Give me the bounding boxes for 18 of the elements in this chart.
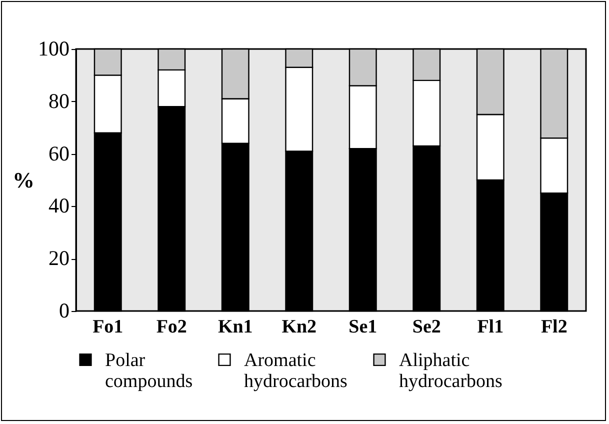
y-tick-label: 40 <box>48 194 70 218</box>
y-tick-label: 60 <box>48 141 70 166</box>
legend-label: Aromatic hydrocarbons <box>244 350 348 392</box>
y-tick-label: 80 <box>48 88 70 113</box>
legend-label: Polar compounds <box>105 350 193 392</box>
x-tick-label: Se1 <box>348 316 378 338</box>
x-tick-label: Fo2 <box>156 316 187 338</box>
x-tick-label: Se2 <box>412 316 441 338</box>
x-tick-label: Fo1 <box>92 316 124 338</box>
x-tick-label: Kn1 <box>218 316 253 338</box>
legend-label: Aliphatic hydrocarbons <box>399 350 502 392</box>
y-tick-label: 0 <box>59 298 70 322</box>
x-tick-label: Fl1 <box>477 316 504 338</box>
x-tick-label: Kn2 <box>282 316 317 338</box>
y-axis-title: % <box>12 168 34 192</box>
y-tick-label: 20 <box>48 246 70 270</box>
y-tick-label: 100 <box>38 36 70 60</box>
x-tick-label: Fl2 <box>540 316 568 338</box>
